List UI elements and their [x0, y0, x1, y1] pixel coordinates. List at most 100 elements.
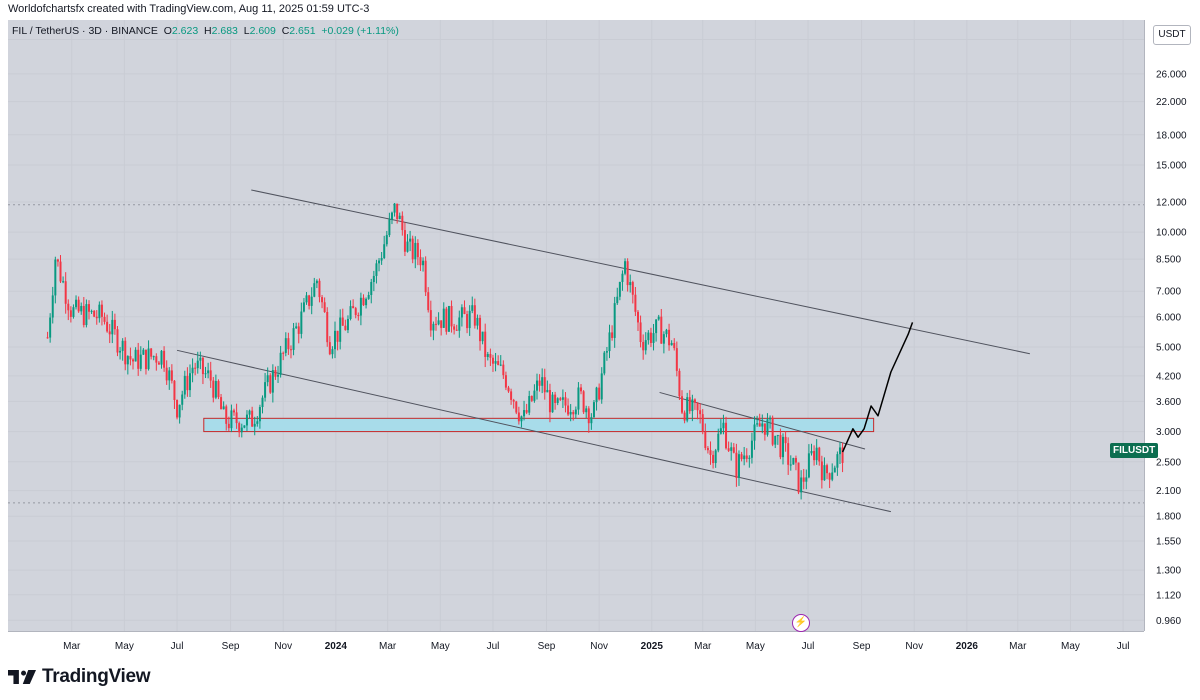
candle-up [199, 357, 202, 361]
price-axis-labels: 32.00026.00022.00018.00015.00012.00010.0… [1156, 35, 1187, 627]
candle-up [204, 373, 207, 375]
candle-up [414, 242, 417, 260]
candle-up [160, 350, 163, 365]
candle-down [639, 322, 642, 342]
candle-up [393, 203, 396, 213]
candle-up [761, 423, 764, 427]
candle-up [756, 423, 759, 425]
price-tick-label: 22.000 [1156, 97, 1187, 108]
price-tick-label: 2.100 [1156, 486, 1181, 497]
candle-down [554, 394, 557, 403]
candle-down [297, 326, 300, 334]
candle-down [163, 350, 166, 368]
candle-down [745, 455, 748, 459]
candle-up [245, 414, 248, 426]
chart-area[interactable] [8, 20, 1178, 631]
candle-up [717, 433, 720, 451]
candle-up [365, 298, 368, 306]
candle-down [567, 405, 570, 415]
price-tick-label: 15.000 [1156, 161, 1187, 172]
candle-up [691, 399, 694, 412]
candle-down [157, 362, 160, 365]
candle-down [826, 465, 829, 474]
candle-up [686, 397, 689, 421]
candle-up [375, 263, 378, 276]
candle-down [489, 354, 492, 358]
candle-down [712, 454, 715, 464]
close-value: 2.651 [289, 25, 316, 37]
candle-down [466, 314, 469, 329]
candle-up [551, 394, 554, 413]
candle-up [823, 465, 826, 481]
candle-up [533, 390, 536, 401]
candle-down [56, 259, 59, 262]
candle-up [292, 328, 295, 350]
candle-up [72, 307, 75, 317]
price-tick-label: 3.600 [1156, 397, 1181, 408]
candle-down [841, 447, 844, 463]
lower-channel-trendline [176, 349, 892, 513]
candle-down [668, 329, 671, 346]
candle-down [308, 295, 311, 306]
candle-up [111, 319, 114, 335]
candle-down [491, 357, 494, 364]
candle-up [271, 370, 274, 393]
time-tick-label: Jul [487, 641, 500, 652]
candle-up [629, 282, 632, 286]
candle-up [181, 394, 184, 405]
price-chart[interactable] [8, 20, 1178, 631]
candle-down [598, 387, 601, 400]
candle-up [447, 306, 450, 332]
candle-up [624, 261, 627, 274]
candle-up [442, 308, 445, 328]
candle-up [561, 397, 564, 400]
candle-down [137, 349, 140, 369]
candle-up [805, 477, 808, 482]
candle-up [183, 375, 186, 395]
currency-button[interactable]: USDT [1153, 25, 1191, 45]
candle-up [372, 275, 375, 282]
candle-up [168, 370, 171, 381]
candle-down [802, 477, 805, 482]
price-tick-label: 3.000 [1156, 427, 1181, 438]
candle-down [59, 261, 62, 282]
candle-down [763, 423, 766, 435]
candle-up [603, 352, 606, 374]
candle-up [750, 440, 753, 458]
candle-down [673, 342, 676, 349]
last-price-tag: FILUSDT [1110, 443, 1159, 458]
time-tick-label: Sep [853, 641, 871, 652]
candle-up [792, 458, 795, 465]
price-tick-label: 5.000 [1156, 342, 1181, 353]
candle-up [665, 329, 668, 335]
candle-down [696, 402, 699, 411]
candle-down [362, 297, 365, 306]
price-axis[interactable]: 32.00026.00022.00018.00015.00012.00010.0… [1144, 20, 1200, 631]
candle-up [574, 409, 577, 415]
candle-up [119, 350, 122, 353]
time-axis[interactable]: Mar May Jul Sep Nov 2024 Mar May Jul Sep Nov 2025 Ma… [8, 631, 1186, 659]
candle-down [463, 307, 466, 315]
candle-up [398, 215, 401, 220]
candle-up [121, 340, 124, 351]
candle-down [419, 257, 422, 266]
candle-down [797, 462, 800, 493]
candle-down [740, 454, 743, 460]
candle-down [758, 423, 761, 427]
tradingview-wordmark: TradingView [42, 666, 151, 687]
candle-up [378, 260, 381, 264]
lightning-icon[interactable]: ⚡ [792, 614, 810, 632]
candle-down [328, 342, 331, 355]
candle-down [93, 310, 96, 317]
candle-down [525, 410, 528, 413]
candle-up [520, 416, 523, 422]
candle-up [776, 435, 779, 437]
candle-down [678, 370, 681, 397]
candle-down [515, 401, 518, 413]
candle-up [54, 259, 57, 296]
candle-up [789, 464, 792, 466]
candle-up [331, 349, 334, 355]
candle-up [481, 331, 484, 342]
tradingview-brand[interactable]: TradingView [8, 666, 151, 688]
candle-up [284, 338, 287, 353]
